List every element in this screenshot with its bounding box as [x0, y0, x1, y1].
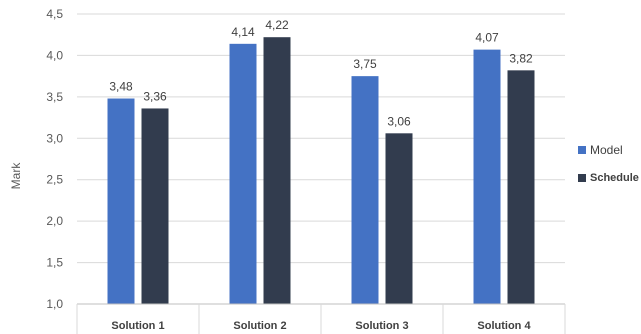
- y-tick-label: 4,0: [46, 48, 63, 62]
- x-axis: Solution 1 Solution 2 Solution 3 Solution 4: [76, 303, 566, 334]
- data-label: 3,75: [353, 57, 377, 71]
- x-tick-label: Solution 3: [355, 320, 408, 332]
- bars: [107, 37, 535, 305]
- bar-model: [229, 43, 257, 304]
- legend-label-model: Model: [590, 143, 623, 157]
- y-tick-label: 1,5: [46, 256, 63, 270]
- y-axis-ticks: 1,0 1,5 2,0 2,5 3,0 3,5 4,0 4,5: [46, 7, 63, 311]
- bar-schedule: [263, 37, 291, 304]
- legend-item-model: Model: [578, 136, 639, 164]
- data-label: 4,22: [265, 18, 289, 32]
- bar-model: [107, 98, 135, 304]
- y-tick-label: 3,0: [46, 131, 63, 145]
- x-tick-label: Solution 2: [233, 320, 286, 332]
- bar-model: [473, 49, 501, 304]
- x-tick-label: Solution 1: [111, 320, 164, 332]
- data-label: 3,36: [143, 89, 167, 103]
- data-label: 3,06: [387, 114, 411, 128]
- data-label: 3,48: [109, 80, 133, 94]
- legend: Model Schedule: [578, 136, 639, 192]
- bar-schedule: [141, 108, 169, 304]
- y-tick-label: 1,0: [46, 297, 63, 311]
- data-label: 3,82: [509, 51, 533, 65]
- y-tick-label: 3,5: [46, 90, 63, 104]
- y-tick-label: 2,0: [46, 214, 63, 228]
- y-axis-label: Mark: [9, 162, 23, 190]
- bar-model: [351, 76, 379, 305]
- data-labels: 3,48 3,36 4,14 4,22 3,75 3,06 4,07 3,82: [109, 18, 533, 128]
- legend-swatch-schedule: [578, 174, 586, 182]
- data-label: 4,07: [475, 31, 499, 45]
- x-tick-label: Solution 4: [477, 320, 531, 332]
- legend-label-schedule: Schedule: [590, 172, 639, 184]
- y-tick-label: 4,5: [46, 7, 63, 21]
- legend-swatch-model: [578, 146, 586, 154]
- data-label: 4,14: [231, 25, 255, 39]
- bar-schedule: [385, 133, 413, 304]
- y-tick-label: 2,5: [46, 173, 63, 187]
- bar-schedule: [507, 70, 535, 304]
- legend-item-schedule: Schedule: [578, 164, 639, 192]
